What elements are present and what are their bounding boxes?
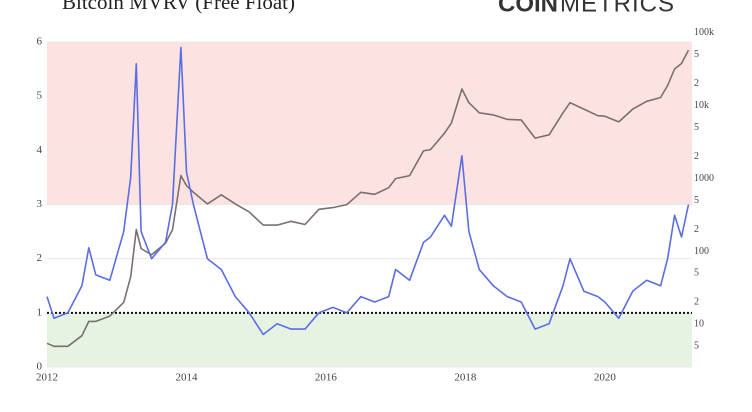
y2-tick-label: 5 <box>694 122 699 133</box>
series-line <box>46 46 690 336</box>
x-tick-label: 2012 <box>36 372 58 384</box>
y2-tick-label: 10 <box>694 319 704 330</box>
zone <box>47 42 692 205</box>
y2-tick-label: 5 <box>694 195 699 206</box>
x-tick-label: 2020 <box>594 372 617 384</box>
x-tick-label: 2014 <box>175 372 198 384</box>
y-tick-label: 3 <box>37 198 43 210</box>
y-tick-label: 5 <box>37 90 43 102</box>
y2-tick-label: 5 <box>694 49 699 60</box>
logo: METRICS <box>560 0 675 17</box>
series-line <box>46 49 690 348</box>
x-tick-label: 2016 <box>315 372 338 384</box>
y2-tick-label: 100 <box>694 246 709 257</box>
y2-tick-label: 2 <box>694 224 699 235</box>
y2-tick-label: 2 <box>694 78 699 89</box>
x-tick-label: 2018 <box>454 372 477 384</box>
y-tick-label: 6 <box>37 36 43 48</box>
y2-tick-label: 5 <box>694 341 699 352</box>
y2-tick-label: 2 <box>694 151 699 162</box>
y-tick-label: 2 <box>37 252 43 264</box>
logo: COIN <box>498 0 558 17</box>
y2-tick-label: 5 <box>694 268 699 279</box>
y2-tick-label: 2 <box>694 297 699 308</box>
y-tick-label: 0 <box>37 361 43 373</box>
y2-tick-label: 100k <box>694 27 714 38</box>
zone <box>47 312 692 367</box>
y-tick-label: 4 <box>37 144 43 156</box>
y2-tick-label: 1000 <box>694 173 714 184</box>
chart-title: Bitcoin MVRV (Free Float) <box>62 0 295 14</box>
y-tick-label: 1 <box>37 306 43 318</box>
y2-tick-label: 10k <box>694 100 709 111</box>
